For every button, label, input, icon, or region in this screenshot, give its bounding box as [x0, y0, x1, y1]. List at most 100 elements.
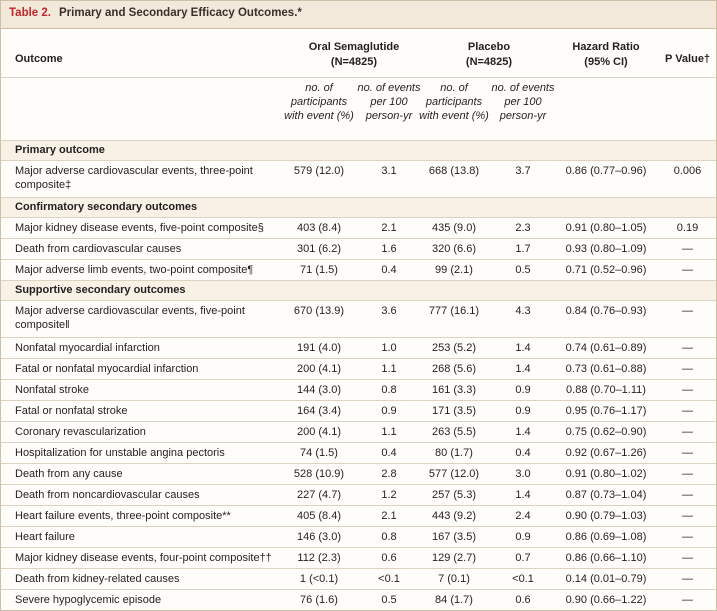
- cell-value: 171 (3.5): [431, 405, 477, 417]
- cell-value: 435 (9.0): [431, 222, 477, 234]
- cell-value: 3.1: [381, 165, 397, 177]
- cell-value: 1.2: [381, 489, 397, 501]
- outcome-label: Major adverse cardiovascular events, thr…: [15, 165, 253, 191]
- outcome-label: Heart failure: [15, 531, 75, 543]
- cell-value: 670 (13.9): [293, 305, 345, 317]
- column-subheader: no. of participants with event (%): [284, 82, 354, 122]
- cell-value: 1.0: [381, 342, 397, 354]
- cell-value: 164 (3.4): [296, 405, 342, 417]
- row-rule: [1, 400, 716, 401]
- outcome-label: Severe hypoglycemic episode: [15, 594, 162, 606]
- row-rule: [1, 589, 716, 590]
- cell-value: 0.4: [381, 264, 397, 276]
- cell-value: 268 (5.6): [431, 363, 477, 375]
- cell-value: 0.9: [515, 531, 531, 543]
- outcome-label: Major kidney disease events, five-point …: [15, 222, 264, 234]
- cell-value: 253 (5.2): [431, 342, 477, 354]
- row-rule: [1, 160, 716, 161]
- cell-value: 0.5: [515, 264, 531, 276]
- section-header: Primary outcome: [15, 144, 105, 156]
- row-rule: [1, 197, 716, 198]
- cell-value: 0.4: [515, 447, 531, 459]
- row-rule: [1, 77, 716, 78]
- cell-value: 0.19: [676, 222, 699, 234]
- cell-value: 2.3: [515, 222, 531, 234]
- cell-value: —: [682, 447, 693, 459]
- cell-value: 0.84 (0.76–0.93): [565, 305, 647, 317]
- cell-value: 0.90 (0.79–1.03): [565, 510, 647, 522]
- cell-value: 2.1: [381, 510, 397, 522]
- cell-value: 80 (1.7): [435, 447, 473, 459]
- outcome-label: Heart failure events, three-point compos…: [15, 510, 231, 522]
- cell-value: —: [682, 305, 693, 317]
- column-header: Placebo: [467, 41, 511, 53]
- outcome-label: Fatal or nonfatal myocardial infarction: [15, 363, 199, 375]
- cell-value: 0.92 (0.67–1.26): [565, 447, 647, 459]
- cell-value: 1 (<0.1): [299, 573, 339, 585]
- row-rule: [1, 442, 716, 443]
- cell-value: 1.1: [381, 426, 397, 438]
- outcome-label: Death from cardiovascular causes: [15, 243, 182, 255]
- cell-value: 577 (12.0): [428, 468, 480, 480]
- section-header: Supportive secondary outcomes: [15, 284, 186, 296]
- cell-value: 0.88 (0.70–1.11): [566, 384, 646, 396]
- cell-value: 0.8: [381, 531, 397, 543]
- outcome-label: Nonfatal myocardial infarction: [15, 342, 160, 354]
- cell-value: 0.6: [381, 552, 397, 564]
- cell-value: 129 (2.7): [431, 552, 477, 564]
- column-subheader: (N=4825): [330, 56, 378, 68]
- cell-value: 167 (3.5): [431, 531, 477, 543]
- row-rule: [1, 463, 716, 464]
- outcome-label: Death from any cause: [15, 468, 123, 480]
- table-title: Primary and Secondary Efficacy Outcomes.…: [59, 7, 302, 19]
- cell-value: 71 (1.5): [300, 264, 338, 276]
- cell-value: 0.6: [515, 594, 531, 606]
- cell-value: —: [682, 594, 693, 606]
- row-rule: [1, 547, 716, 548]
- column-header: Hazard Ratio: [572, 41, 640, 53]
- row-rule: [1, 140, 716, 141]
- cell-value: —: [682, 426, 693, 438]
- cell-value: 0.86 (0.77–0.96): [565, 165, 647, 177]
- cell-value: 403 (8.4): [296, 222, 342, 234]
- cell-value: 76 (1.6): [300, 594, 338, 606]
- cell-value: 4.3: [515, 305, 531, 317]
- cell-value: <0.1: [378, 573, 400, 585]
- cell-value: 668 (13.8): [428, 165, 480, 177]
- row-rule: [1, 505, 716, 506]
- cell-value: 1.4: [515, 342, 531, 354]
- cell-value: 99 (2.1): [435, 264, 473, 276]
- row-rule: [1, 379, 716, 380]
- cell-value: —: [682, 405, 693, 417]
- cell-value: 0.74 (0.61–0.89): [565, 342, 647, 354]
- outcome-label: Nonfatal stroke: [15, 384, 89, 396]
- column-header: Outcome: [15, 53, 63, 65]
- cell-value: 0.91 (0.80–1.05): [565, 222, 647, 234]
- cell-value: 0.91 (0.80–1.02): [565, 468, 647, 480]
- cell-value: 3.0: [515, 468, 531, 480]
- cell-value: —: [682, 573, 693, 585]
- cell-value: 1.7: [515, 243, 531, 255]
- cell-value: 1.6: [381, 243, 397, 255]
- cell-value: 84 (1.7): [435, 594, 473, 606]
- cell-value: 0.75 (0.62–0.90): [565, 426, 647, 438]
- cell-value: 0.87 (0.73–1.04): [565, 489, 647, 501]
- cell-value: 200 (4.1): [296, 426, 342, 438]
- cell-value: 0.86 (0.66–1.10): [565, 552, 647, 564]
- cell-value: 1.4: [515, 363, 531, 375]
- cell-value: —: [682, 384, 693, 396]
- cell-value: 0.90 (0.66–1.22): [565, 594, 647, 606]
- row-rule: [1, 280, 716, 281]
- cell-value: 0.14 (0.01–0.79): [565, 573, 647, 585]
- cell-value: 146 (3.0): [296, 531, 342, 543]
- column-subheader: (N=4825): [465, 56, 513, 68]
- row-rule: [1, 259, 716, 260]
- cell-value: 200 (4.1): [296, 363, 342, 375]
- row-rule: [1, 568, 716, 569]
- column-header: P Value†: [665, 53, 711, 65]
- cell-value: 74 (1.5): [300, 447, 338, 459]
- cell-value: 528 (10.9): [293, 468, 345, 480]
- cell-value: —: [682, 489, 693, 501]
- cell-value: 320 (6.6): [431, 243, 477, 255]
- cell-value: 3.6: [381, 305, 397, 317]
